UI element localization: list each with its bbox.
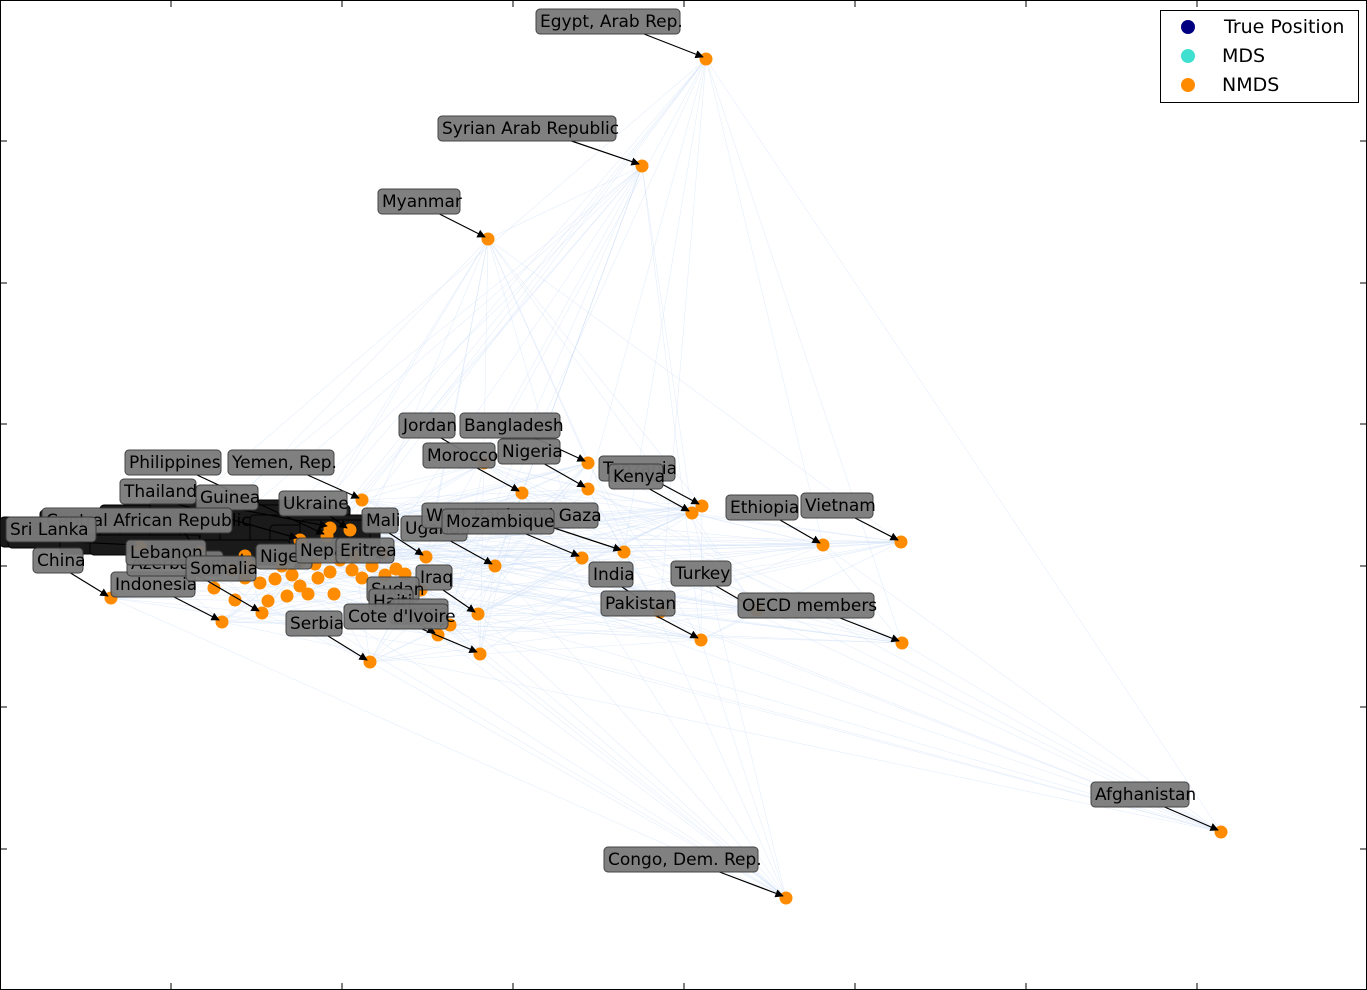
annotation-label: Jordan [402,416,457,436]
annotation-label: Eritrea [340,541,397,561]
annotation-label: Mozambique [446,512,555,532]
nmds-point [432,629,445,642]
legend-label-nmds: NMDS [1222,74,1279,96]
nmds-point [344,524,357,537]
nmds-point [817,539,830,552]
annotation-label: Ethiopia [730,498,799,518]
nmds-point [256,607,269,620]
annotation-label: Yemen, Rep. [231,453,337,473]
legend-marker-nmds [1181,78,1195,92]
annotation-label: Somalia [190,559,258,579]
annotation-label: Morocco [427,446,498,466]
nmds-point [489,560,502,573]
nmds-point [582,457,595,470]
nmds-point [576,552,589,565]
annotation-label: Sri Lanka [10,520,89,540]
nmds-point [364,656,377,669]
nmds-point [482,233,495,246]
annotation-eritrea: Eritrea [336,538,397,563]
nmds-point [686,507,699,520]
annotation-label: Indonesia [115,575,197,595]
annotation-label: Afghanistan [1095,785,1196,805]
annotation-label: Nigeria [502,442,563,462]
nmds-point-cluster [281,590,294,603]
annotation-label: Mali [366,511,401,531]
legend-label-true-position: True Position [1223,16,1344,38]
nmds-point-cluster [328,588,341,601]
nmds-point [895,536,908,549]
nmds-point-cluster [324,566,337,579]
nmds-point-cluster [286,569,299,582]
annotation-label: China [37,551,86,571]
nmds-point-cluster [312,572,325,585]
nmds-point [216,616,229,629]
annotation-label: Congo, Dem. Rep. [608,850,762,870]
nmds-point-cluster [294,580,307,593]
nmds-point [420,551,433,564]
nmds-point [636,160,649,173]
annotation-somalia: Somalia [186,554,258,581]
annotation-label: Bangladesh [464,416,564,436]
annotation-label: Turkey [674,564,730,584]
legend-label-mds: MDS [1222,45,1265,67]
annotation-label: Thailand [123,482,197,502]
annotation-label: India [593,565,635,585]
nmds-point [780,892,793,905]
annotation-label: Philippines [129,453,221,473]
nmds-point-cluster [269,573,282,586]
annotation-label: OECD members [742,596,877,616]
nmds-point [516,487,529,500]
annotation-label: Myanmar [382,192,462,212]
nmds-point [474,648,487,661]
nmds-point [618,546,631,559]
legend: True Position MDS NMDS [1161,11,1359,103]
annotation-label: Cote d'Ivoire [348,607,456,627]
legend-marker-mds [1181,49,1195,63]
annotation-label: Iraq [420,568,453,588]
nmds-point [356,494,369,507]
nmds-point [472,608,485,621]
nmds-point [896,637,909,650]
annotation-label: Ukraine [283,494,349,514]
annotation-label: Vietnam [805,496,876,516]
nmds-point-cluster [262,595,275,608]
annotation-label: Serbia [290,614,344,634]
nmds-point [582,483,595,496]
annotation-label: Pakistan [605,594,676,614]
nmds-point [700,53,713,66]
nmds-point [695,634,708,647]
legend-marker-true-position [1181,20,1195,34]
annotation-label: Kenya [613,467,665,487]
annotation-label: Guinea [200,488,260,508]
annotation-label: Syrian Arab Republic [442,119,619,139]
annotation-label: Egypt, Arab Rep. [540,12,683,32]
nmds-point [324,522,337,535]
nmds-point [1215,826,1228,839]
